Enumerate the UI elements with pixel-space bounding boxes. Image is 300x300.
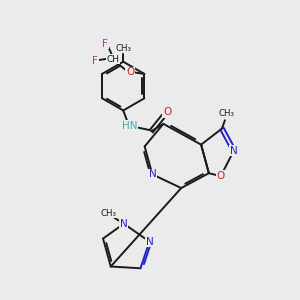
Text: HN: HN <box>122 121 137 131</box>
Text: N: N <box>148 169 156 179</box>
Text: CH₃: CH₃ <box>218 109 234 118</box>
Text: CH₃: CH₃ <box>115 44 131 53</box>
Text: N: N <box>146 236 153 247</box>
Text: O: O <box>217 171 225 181</box>
Text: F: F <box>92 56 98 65</box>
Text: CH₃: CH₃ <box>100 209 116 218</box>
Text: CH: CH <box>106 55 119 64</box>
Text: F: F <box>103 39 108 49</box>
Text: O: O <box>126 68 134 77</box>
Text: N: N <box>120 219 128 229</box>
Text: N: N <box>230 146 238 156</box>
Text: O: O <box>163 107 171 117</box>
